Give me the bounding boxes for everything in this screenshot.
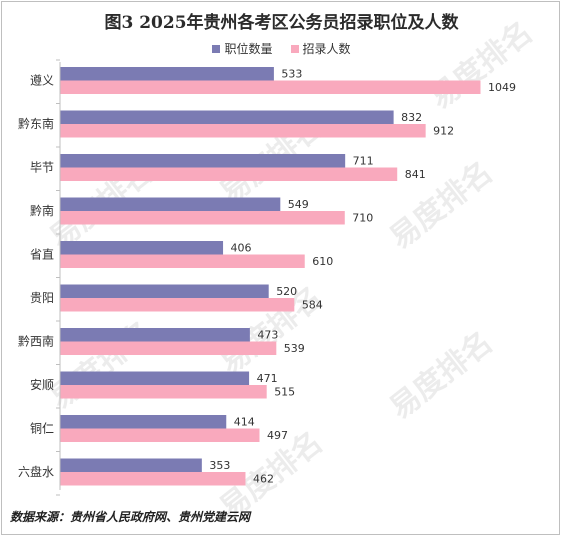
data-label-positions: 414 — [234, 416, 255, 429]
legend: 职位数量 招录人数 — [0, 40, 563, 57]
legend-swatch-hires — [290, 44, 299, 53]
data-label-positions: 533 — [281, 68, 302, 81]
data-label-positions: 832 — [401, 111, 422, 124]
bar-positions — [60, 458, 202, 472]
bar-hires — [60, 254, 305, 268]
watermark-text: 易度排名 — [383, 325, 499, 426]
bar-hires — [60, 298, 295, 312]
category-label: 遵义 — [30, 73, 54, 88]
data-label-positions: 473 — [257, 329, 278, 342]
bar-positions — [60, 197, 281, 211]
data-label-positions: 520 — [276, 285, 297, 298]
bar-hires — [60, 428, 260, 442]
category-label: 黔西南 — [18, 334, 54, 349]
watermark-text: 易度排名 — [423, 15, 539, 116]
watermark-7: 易度排名 — [423, 15, 539, 116]
watermark-text: 易度排名 — [383, 155, 499, 256]
bar-positions — [60, 110, 394, 124]
bar-hires — [60, 385, 267, 399]
bar-positions — [60, 328, 250, 342]
data-label-hires: 841 — [405, 168, 426, 181]
data-label-positions: 711 — [353, 155, 374, 168]
data-label-positions: 471 — [257, 372, 278, 385]
bar-positions — [60, 67, 274, 81]
bar-hires — [60, 211, 345, 225]
legend-item-hires: 招录人数 — [290, 40, 351, 57]
data-label-hires: 584 — [302, 299, 323, 312]
source-note: 数据来源：贵州省人民政府网、贵州党建云网 — [10, 510, 251, 524]
data-label-hires: 462 — [253, 473, 274, 486]
data-label-positions: 549 — [288, 198, 309, 211]
legend-item-positions: 职位数量 — [212, 40, 273, 57]
category-label: 贵阳 — [30, 291, 54, 305]
legend-swatch-positions — [212, 44, 221, 53]
data-label-hires: 710 — [352, 212, 373, 225]
watermark-2: 易度排名 — [383, 155, 499, 256]
category-label: 黔东南 — [18, 116, 54, 131]
data-label-hires: 539 — [284, 342, 305, 355]
category-label: 铜仁 — [30, 421, 54, 436]
bar-positions — [60, 284, 269, 298]
data-label-hires: 912 — [433, 125, 454, 138]
legend-label-hires: 招录人数 — [302, 42, 351, 56]
bar-hires — [60, 124, 426, 138]
bar-hires — [60, 472, 246, 486]
category-label: 黔南 — [30, 203, 54, 218]
bar-positions — [60, 371, 250, 385]
chart-title: 图3 2025年贵州各考区公务员招录职位及人数 — [104, 13, 459, 33]
bar-positions — [60, 415, 227, 429]
data-label-hires: 610 — [312, 255, 333, 268]
category-label: 六盘水 — [18, 464, 54, 479]
data-label-positions: 406 — [231, 242, 252, 255]
watermark-5: 易度排名 — [383, 325, 499, 426]
data-label-hires: 515 — [274, 386, 295, 399]
data-label-hires: 497 — [267, 429, 288, 442]
category-label: 毕节 — [30, 161, 54, 175]
data-label-positions: 353 — [209, 459, 230, 472]
category-label: 省直 — [30, 248, 54, 262]
bar-hires — [60, 167, 398, 181]
bar-positions — [60, 154, 346, 168]
bar-hires — [60, 80, 481, 94]
legend-label-positions: 职位数量 — [224, 42, 273, 56]
data-label-hires: 1049 — [488, 81, 516, 94]
category-label: 安顺 — [30, 377, 54, 392]
bar-positions — [60, 241, 224, 255]
bar-hires — [60, 341, 277, 355]
